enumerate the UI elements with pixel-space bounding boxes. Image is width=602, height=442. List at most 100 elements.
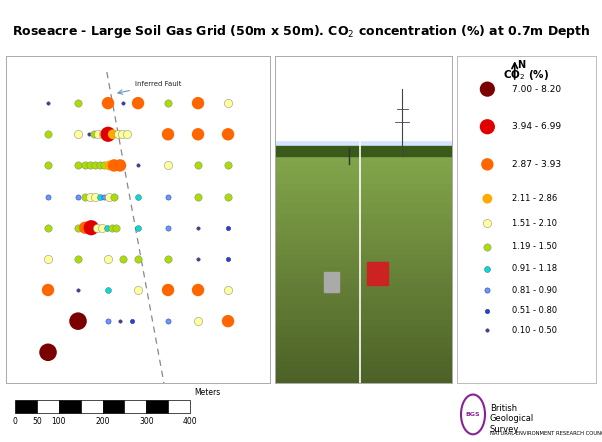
Point bbox=[73, 99, 83, 107]
Bar bbox=[324, 272, 338, 292]
Point bbox=[133, 99, 143, 107]
Point bbox=[163, 255, 173, 263]
Bar bbox=[275, 254, 452, 260]
Point bbox=[483, 266, 492, 273]
Point bbox=[73, 193, 83, 200]
Bar bbox=[275, 195, 452, 201]
Point bbox=[43, 224, 53, 231]
Point bbox=[163, 162, 173, 169]
Bar bbox=[275, 348, 452, 354]
Bar bbox=[125, 400, 146, 413]
Point bbox=[163, 224, 173, 231]
Text: 2.11 - 2.86: 2.11 - 2.86 bbox=[512, 194, 557, 203]
Point bbox=[163, 131, 173, 138]
Bar bbox=[275, 283, 452, 289]
Point bbox=[223, 131, 233, 138]
Point bbox=[109, 193, 119, 200]
Bar bbox=[275, 201, 452, 207]
Point bbox=[99, 193, 109, 200]
Bar bbox=[275, 144, 452, 147]
Bar bbox=[168, 400, 190, 413]
Text: 400: 400 bbox=[182, 417, 197, 426]
Point bbox=[85, 162, 95, 169]
Bar bbox=[275, 342, 452, 348]
Point bbox=[93, 224, 102, 231]
Point bbox=[81, 193, 90, 200]
Point bbox=[223, 162, 233, 169]
Point bbox=[103, 131, 113, 138]
Bar bbox=[275, 295, 452, 301]
Point bbox=[115, 318, 125, 325]
Text: N: N bbox=[517, 60, 525, 70]
Point bbox=[99, 162, 109, 169]
Point bbox=[122, 131, 132, 138]
Point bbox=[483, 220, 492, 227]
Point bbox=[108, 131, 117, 138]
Point bbox=[117, 131, 127, 138]
Point bbox=[133, 224, 143, 231]
Point bbox=[103, 99, 113, 107]
Bar bbox=[275, 377, 452, 383]
Point bbox=[193, 318, 203, 325]
Bar bbox=[275, 144, 452, 147]
Bar bbox=[275, 366, 452, 372]
Bar bbox=[275, 278, 452, 283]
Point bbox=[89, 131, 99, 138]
Bar bbox=[275, 183, 452, 189]
Bar bbox=[81, 400, 102, 413]
Point bbox=[193, 255, 203, 263]
Bar bbox=[275, 307, 452, 313]
Bar bbox=[275, 143, 452, 146]
Bar bbox=[275, 143, 452, 146]
Point bbox=[87, 224, 96, 231]
Point bbox=[94, 131, 104, 138]
Bar bbox=[275, 301, 452, 307]
Point bbox=[193, 99, 203, 107]
Bar bbox=[275, 142, 452, 145]
Point bbox=[107, 224, 116, 231]
Point bbox=[43, 131, 53, 138]
Bar bbox=[275, 144, 452, 147]
Bar bbox=[275, 248, 452, 254]
Text: 0.51 - 0.80: 0.51 - 0.80 bbox=[512, 306, 557, 315]
Bar bbox=[275, 171, 452, 177]
Point bbox=[133, 286, 143, 293]
Bar bbox=[367, 263, 388, 286]
Point bbox=[109, 162, 119, 169]
Point bbox=[163, 318, 173, 325]
Bar bbox=[37, 400, 59, 413]
Bar bbox=[275, 143, 452, 146]
Point bbox=[133, 193, 143, 200]
Bar bbox=[275, 372, 452, 377]
Point bbox=[193, 131, 203, 138]
Text: 1.51 - 2.10: 1.51 - 2.10 bbox=[512, 219, 557, 228]
Point bbox=[95, 162, 105, 169]
Point bbox=[43, 162, 53, 169]
Bar bbox=[275, 145, 452, 148]
Bar bbox=[275, 189, 452, 195]
Bar bbox=[275, 236, 452, 242]
Bar bbox=[275, 166, 452, 171]
Bar bbox=[275, 146, 452, 156]
Text: Roseacre - Large Soil Gas Grid (50m x 50m). CO$_2$ concentration (%) at 0.7m Dep: Roseacre - Large Soil Gas Grid (50m x 50… bbox=[11, 23, 591, 40]
Point bbox=[223, 255, 233, 263]
Bar bbox=[275, 143, 452, 146]
Text: 0.81 - 0.90: 0.81 - 0.90 bbox=[512, 286, 557, 295]
Point bbox=[223, 193, 233, 200]
Bar bbox=[275, 230, 452, 236]
Point bbox=[102, 224, 111, 231]
Bar bbox=[275, 225, 452, 230]
Bar bbox=[275, 354, 452, 360]
Point bbox=[483, 123, 492, 130]
Point bbox=[163, 193, 173, 200]
Text: CO$_2$ (%): CO$_2$ (%) bbox=[503, 68, 550, 82]
Bar bbox=[275, 331, 452, 336]
Bar bbox=[59, 400, 81, 413]
Point bbox=[73, 318, 83, 325]
Bar bbox=[275, 142, 452, 145]
Text: Inferred Fault: Inferred Fault bbox=[118, 81, 182, 94]
Point bbox=[73, 224, 83, 231]
Point bbox=[73, 162, 83, 169]
Bar bbox=[275, 143, 452, 146]
Point bbox=[113, 131, 122, 138]
